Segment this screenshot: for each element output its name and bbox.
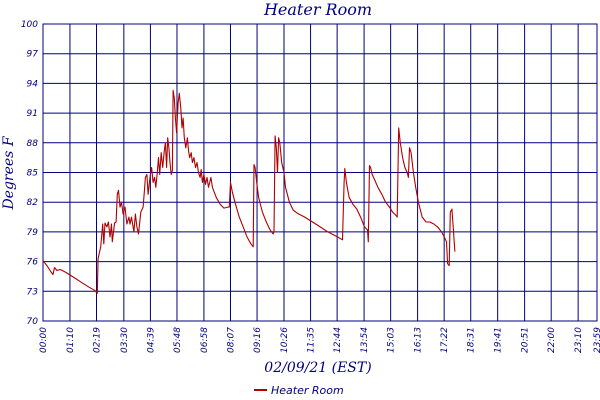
x-tick-label: 03:30	[120, 327, 130, 353]
x-tick-label: 08:07	[226, 327, 236, 353]
x-tick-label: 06:58	[200, 327, 210, 353]
y-axis-label: Degrees F	[1, 135, 17, 210]
y-tick-label: 88	[27, 139, 39, 149]
x-tick-label: 19:41	[494, 327, 504, 353]
y-tick-label: 94	[27, 79, 39, 89]
legend: Heater Room	[254, 384, 344, 397]
x-tick-label: 05:48	[173, 327, 183, 353]
chart-grid	[42, 23, 598, 322]
x-tick-label: 22:00	[547, 327, 557, 353]
x-tick-label: 09:16	[253, 327, 263, 353]
y-tick-label: 100	[21, 20, 38, 30]
y-tick-label: 97	[27, 50, 39, 60]
x-tick-label: 10:26	[280, 327, 290, 353]
x-tick-label: 02:19	[93, 327, 103, 353]
x-tick-label: 04:39	[146, 327, 156, 353]
y-tick-label: 82	[27, 198, 39, 208]
legend-label: Heater Room	[271, 384, 344, 397]
y-tick-label: 79	[27, 228, 39, 238]
x-tick-label: 11:35	[307, 327, 317, 353]
x-tick-label: 18:31	[467, 327, 477, 353]
x-tick-label: 23:59	[593, 327, 600, 353]
chart-title: Heater Room	[263, 0, 372, 19]
y-tick-label: 91	[27, 109, 38, 119]
y-tick-label: 70	[27, 317, 39, 327]
y-tick-label: 85	[27, 169, 39, 179]
x-tick-label: 00:00	[39, 327, 49, 353]
x-tick-label: 13:54	[360, 327, 370, 353]
axis-ticks: 70 73 76 79 82 85 88 91 94 97 100 00:00 01:10 02:19 03…	[21, 20, 600, 353]
y-tick-label: 73	[27, 287, 39, 297]
series-layer	[42, 89, 456, 294]
x-tick-label: 15:03	[387, 327, 397, 353]
x-tick-label: 12:44	[333, 327, 343, 353]
x-tick-label: 17:22	[440, 327, 450, 353]
series-line-heater-room	[42, 89, 456, 294]
x-tick-label: 23:10	[574, 327, 584, 353]
x-tick-label: 16:13	[414, 327, 424, 353]
x-axis-label: 02/09/21 (EST)	[264, 360, 371, 376]
x-tick-label: 01:10	[66, 327, 76, 353]
x-tick-label: 20:51	[521, 327, 531, 353]
y-tick-label: 76	[27, 258, 39, 268]
